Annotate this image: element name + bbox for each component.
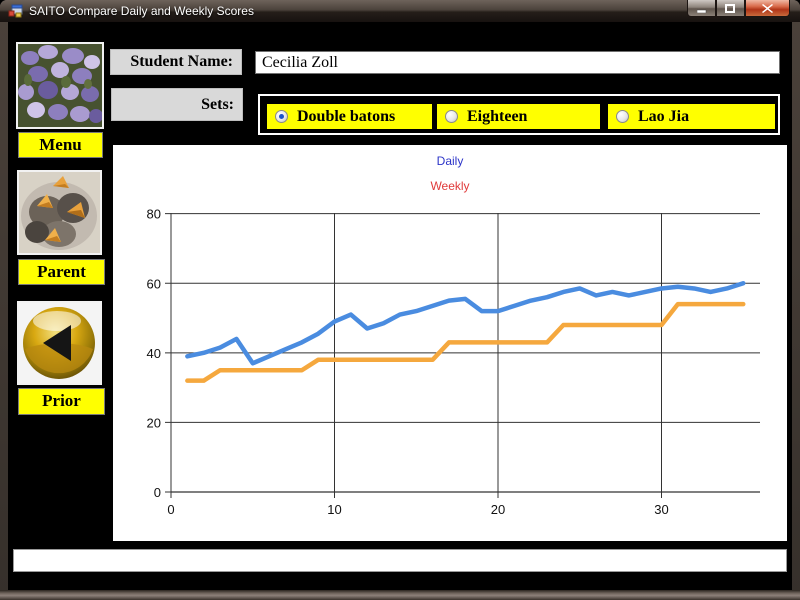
series-daily-line: [185, 281, 746, 366]
radio-label: Double batons: [297, 107, 396, 125]
wisteria-flowers-image: [18, 44, 102, 127]
baby-birds-image: [19, 172, 100, 253]
footer-message-input[interactable]: [13, 549, 787, 572]
parent-label[interactable]: Parent: [18, 259, 105, 285]
series-weekly-line: [185, 301, 746, 383]
radio-label: Lao Jia: [638, 107, 690, 125]
legend-daily: Daily: [436, 154, 464, 168]
close-button[interactable]: [745, 0, 790, 17]
window-title: SAITO Compare Daily and Weekly Scores: [29, 4, 254, 18]
window-bottom-border: [0, 590, 800, 600]
radio-unselected-icon[interactable]: [445, 110, 458, 123]
plot-svg: 0 20 40 60 80 0 10 20 30: [147, 207, 760, 517]
client-area: Menu Parent: [8, 22, 792, 590]
legend-weekly: Weekly: [430, 179, 470, 193]
radio-label: Eighteen: [467, 107, 528, 125]
sets-label: Sets:: [111, 88, 243, 121]
prior-button[interactable]: [17, 301, 102, 385]
menu-button[interactable]: [16, 42, 104, 129]
svg-text:20: 20: [147, 415, 161, 430]
student-name-label: Student Name:: [110, 49, 242, 75]
svg-text:0: 0: [154, 485, 161, 500]
radio-double-batons[interactable]: Double batons: [267, 104, 432, 129]
radio-selected-icon[interactable]: [275, 110, 288, 123]
student-name-input[interactable]: [255, 51, 780, 74]
svg-text:30: 30: [654, 502, 668, 517]
title-bar: SAITO Compare Daily and Weekly Scores: [0, 0, 800, 22]
sets-radio-group: Double batons Eighteen Lao Jia: [258, 94, 780, 135]
app-icon: [8, 4, 23, 18]
chart-panel: Daily Weekly 0 20 40 60 80 0 10 20 30: [113, 145, 787, 541]
radio-unselected-icon[interactable]: [616, 110, 629, 123]
svg-text:10: 10: [327, 502, 341, 517]
svg-text:40: 40: [147, 346, 161, 361]
back-arrow-orb-image: [19, 303, 100, 383]
svg-text:60: 60: [147, 276, 161, 291]
radio-lao-jia[interactable]: Lao Jia: [608, 104, 775, 129]
svg-text:80: 80: [147, 207, 161, 222]
prior-label[interactable]: Prior: [18, 388, 105, 415]
svg-text:0: 0: [167, 502, 174, 517]
svg-text:20: 20: [491, 502, 505, 517]
parent-button[interactable]: [17, 170, 102, 255]
menu-label[interactable]: Menu: [18, 132, 103, 158]
radio-eighteen[interactable]: Eighteen: [437, 104, 600, 129]
maximize-button[interactable]: [716, 0, 745, 17]
minimize-button[interactable]: [687, 0, 716, 17]
